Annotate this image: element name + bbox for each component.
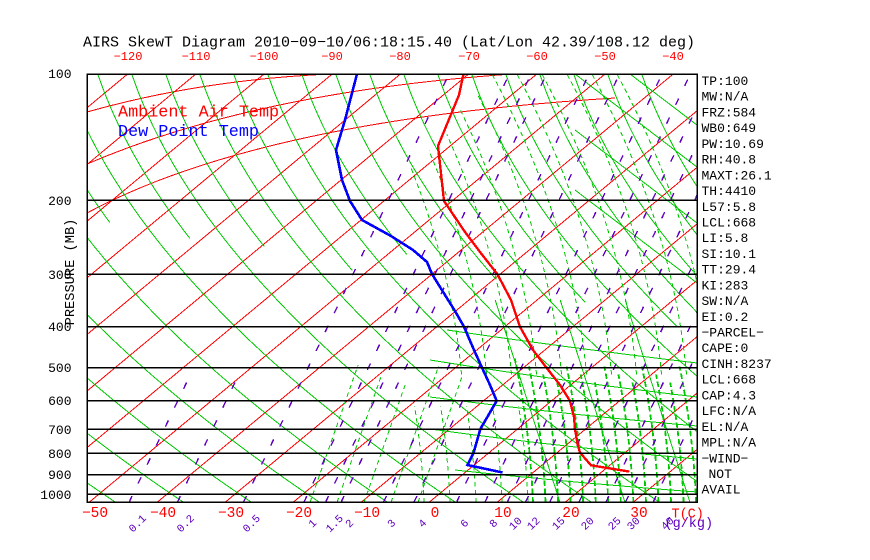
svg-text:−70: −70 [458,50,480,64]
svg-text:−50: −50 [594,50,616,64]
svg-text:PW:10.69: PW:10.69 [702,137,764,152]
svg-text:WB0:649: WB0:649 [702,121,757,136]
svg-text:CAP:4.3: CAP:4.3 [702,388,757,403]
svg-text:0: 0 [431,506,440,522]
svg-text:−40: −40 [662,50,684,64]
svg-text:KI:283: KI:283 [702,278,749,293]
svg-text:−120: −120 [114,50,143,64]
svg-text:T(C): T(C) [671,508,703,523]
svg-text:LCL:668: LCL:668 [702,373,757,388]
svg-text:MAXT:26.1: MAXT:26.1 [702,168,772,183]
svg-text:20: 20 [562,506,579,522]
svg-text:−60: −60 [526,50,548,64]
svg-text:LCL:668: LCL:668 [702,216,757,231]
svg-text:AIRS SkewT Diagram 2010−09−10/: AIRS SkewT Diagram 2010−09−10/06:18:15.4… [83,35,695,52]
svg-text:−WIND−: −WIND− [702,451,749,466]
svg-text:FRZ:584: FRZ:584 [702,105,757,120]
svg-text:TP:100: TP:100 [702,74,749,89]
svg-text:EL:N/A: EL:N/A [702,420,749,435]
svg-text:−PARCEL−: −PARCEL− [702,326,765,341]
svg-text:LI:5.8: LI:5.8 [702,231,749,246]
svg-text:AVAIL: AVAIL [702,483,741,498]
svg-text:700: 700 [48,423,71,438]
svg-text:−80: −80 [389,50,411,64]
svg-text:MPL:N/A: MPL:N/A [702,436,757,451]
svg-text:PRESSURE (MB): PRESSURE (MB) [64,219,79,326]
svg-text:Dew Point Temp: Dew Point Temp [118,123,259,142]
svg-text:900: 900 [48,468,71,483]
svg-text:MW:N/A: MW:N/A [702,90,749,105]
svg-text:10: 10 [494,506,511,522]
svg-text:−90: −90 [321,50,343,64]
svg-text:−40: −40 [150,506,176,522]
svg-text:200: 200 [48,194,71,209]
svg-text:−10: −10 [354,506,380,522]
svg-text:L57:5.8: L57:5.8 [702,200,757,215]
svg-text:30: 30 [630,506,647,522]
svg-text:EI:0.2: EI:0.2 [702,310,749,325]
svg-text:−50: −50 [82,506,108,522]
svg-text:TH:4410: TH:4410 [702,184,757,199]
svg-text:LFC:N/A: LFC:N/A [702,404,757,419]
svg-text:SW:N/A: SW:N/A [702,294,749,309]
svg-text:400: 400 [48,320,71,335]
svg-text:600: 600 [48,394,71,409]
svg-text:500: 500 [48,361,71,376]
svg-text:CINH:8237: CINH:8237 [702,357,772,372]
svg-text:−110: −110 [182,50,211,64]
svg-text:RH:40.8: RH:40.8 [702,153,757,168]
svg-text:TT:29.4: TT:29.4 [702,263,757,278]
svg-text:Ambient Air Temp: Ambient Air Temp [118,104,279,123]
svg-text:−20: −20 [286,506,312,522]
svg-text:800: 800 [48,447,71,462]
svg-text:−100: −100 [250,50,279,64]
svg-text:SI:10.1: SI:10.1 [702,247,757,262]
svg-text:300: 300 [48,268,71,283]
svg-text:CAPE:0: CAPE:0 [702,341,749,356]
svg-text:(g/kg): (g/kg) [665,517,714,532]
svg-text:NOT: NOT [709,467,733,482]
svg-text:1000: 1000 [40,488,71,503]
svg-text:100: 100 [48,67,71,82]
svg-text:−30: −30 [218,506,244,522]
